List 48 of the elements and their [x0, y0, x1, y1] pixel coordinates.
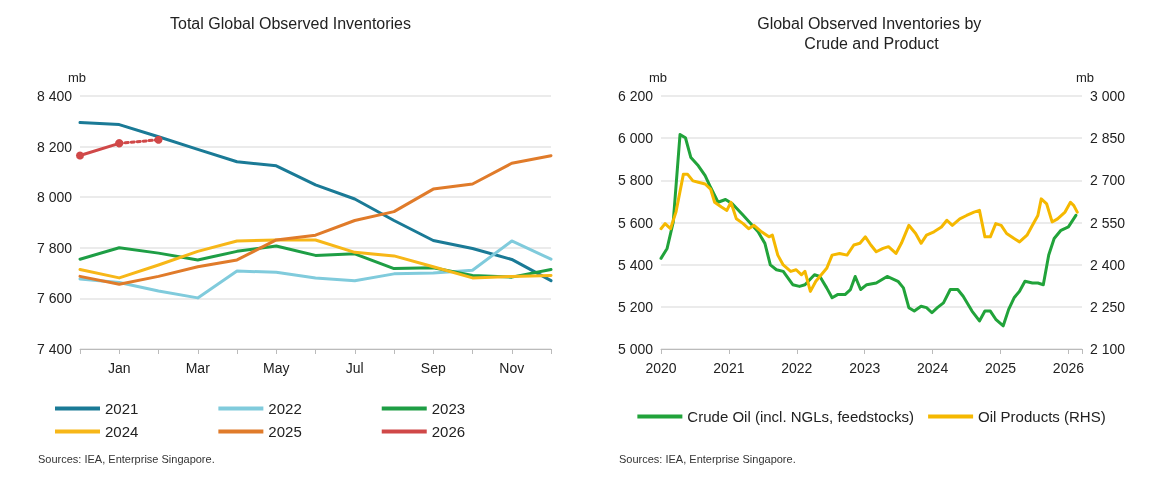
y-tick-label: 7 800 — [36, 239, 73, 256]
legend-label: 2023 — [431, 400, 466, 417]
y-tick-label: 5 800 — [617, 172, 653, 189]
legend-label: 2025 — [268, 423, 302, 440]
y-tick-label: 5 000 — [617, 341, 653, 357]
x-tick-label: 2021 — [712, 360, 745, 376]
y-tick-label: 5 600 — [617, 214, 653, 231]
y-tick-label: 6 200 — [617, 88, 653, 104]
y2-tick-label: 2 250 — [1089, 298, 1125, 315]
x-tick-label: 2023 — [848, 360, 880, 376]
x-tick-label: 2024 — [916, 360, 948, 376]
y-tick-label: 7 600 — [36, 290, 73, 307]
y2-tick-label: 3 000 — [1089, 88, 1125, 104]
x-tick-label: Mar — [185, 360, 211, 376]
chart-title: Total Global Observed Inventories — [169, 14, 412, 32]
y2-tick-label: 2 850 — [1089, 130, 1125, 147]
y2-tick-label: 2 550 — [1089, 214, 1125, 231]
y-tick-label: 8 400 — [36, 88, 73, 104]
source-note: Sources: IEA, Enterprise Singapore. — [38, 452, 215, 465]
x-tick-label: May — [263, 360, 290, 376]
legend-label: Crude Oil (incl. NGLs, feedstocks) — [686, 408, 914, 425]
y-tick-label: 6 000 — [617, 130, 653, 147]
x-tick-label: Jul — [345, 360, 364, 376]
y-tick-label: 5 400 — [617, 256, 653, 273]
y2-tick-label: 2 400 — [1089, 256, 1125, 273]
x-tick-label: 2022 — [780, 360, 813, 376]
x-tick-label: 2020 — [644, 360, 677, 376]
chart-title: Global Observed Inventories by Crude and Product — [756, 14, 986, 52]
x-tick-label: Sep — [420, 360, 446, 376]
x-tick-label: 2026 — [1052, 360, 1084, 376]
y-tick-label: 8 200 — [36, 138, 73, 155]
x-tick-label: Jan — [107, 360, 131, 376]
y-tick-label: 8 000 — [36, 189, 73, 206]
y2-axis-title: mb — [1075, 70, 1094, 85]
legend-label: 2026 — [431, 423, 466, 440]
legend-label: Oil Products (RHS) — [977, 408, 1106, 425]
legend-label: 2024 — [105, 423, 139, 440]
y2-tick-label: 2 700 — [1089, 172, 1125, 189]
source-note: Sources: IEA, Enterprise Singapore. — [618, 452, 796, 465]
legend-label: 2021 — [105, 400, 139, 417]
y2-tick-label: 2 100 — [1089, 341, 1125, 357]
y-tick-label: 5 200 — [617, 298, 653, 315]
x-tick-label: 2025 — [984, 360, 1016, 376]
y-tick-label: 7 400 — [36, 341, 73, 357]
x-tick-label: Nov — [499, 360, 525, 376]
y-axis-title: mb — [67, 70, 86, 85]
y-axis-title: mb — [648, 70, 667, 85]
legend-label: 2022 — [268, 400, 302, 417]
